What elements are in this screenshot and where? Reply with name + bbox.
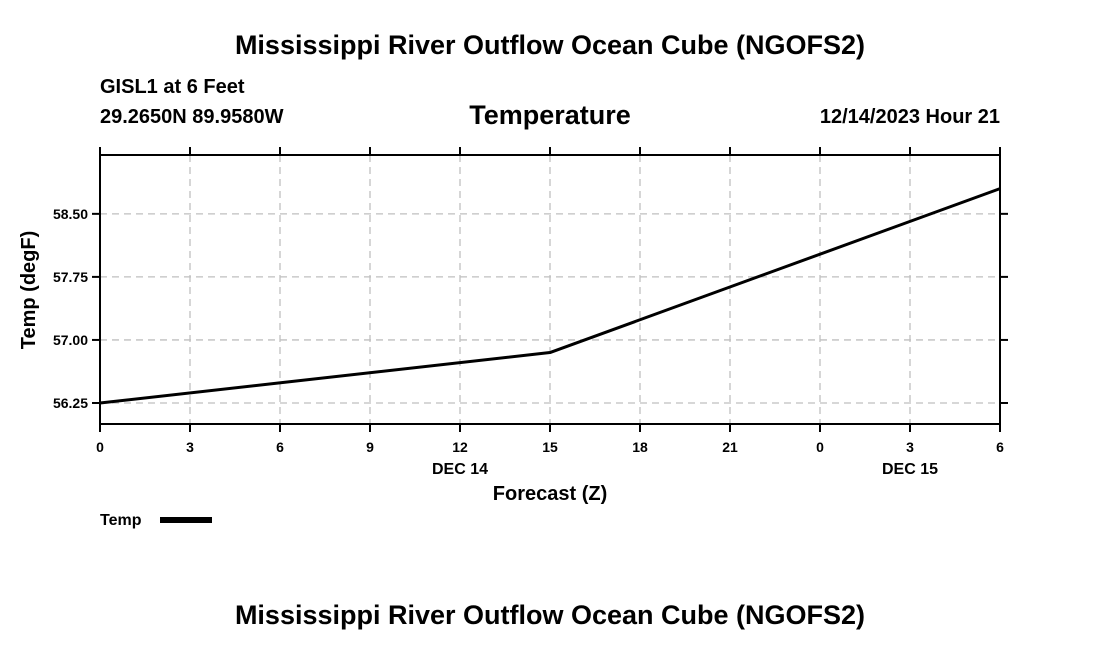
station-label: GISL1 at 6 Feet	[100, 76, 245, 98]
legend-label: Temp	[100, 512, 142, 529]
y-tick-label: 57.75	[53, 269, 88, 285]
x-tick-label: 6	[996, 439, 1004, 455]
y-tick-label: 56.25	[53, 395, 88, 411]
main-title: Mississippi River Outflow Ocean Cube (NG…	[234, 30, 866, 60]
x-tick-label: 21	[722, 439, 738, 455]
legend: Temp	[100, 512, 212, 529]
x-tick-label: 6	[276, 439, 284, 455]
y-tick-label: 57.00	[53, 332, 88, 348]
x-date-label: DEC 14	[432, 461, 488, 478]
x-tick-label: 0	[96, 439, 104, 455]
x-tick-label: 12	[452, 439, 468, 455]
x-tick-label: 18	[632, 439, 648, 455]
x-tick-label: 0	[816, 439, 824, 455]
x-tick-label: 9	[366, 439, 374, 455]
footer-title: Mississippi River Outflow Ocean Cube (NG…	[234, 600, 866, 630]
ticks-layer	[92, 147, 1008, 432]
y-axis-label: Temp (degF)	[18, 231, 40, 350]
x-tick-label: 3	[186, 439, 194, 455]
forecast-timestamp: 12/14/2023 Hour 21	[819, 106, 1000, 128]
x-axis-label: Forecast (Z)	[493, 483, 607, 505]
series-line-temp	[99, 187, 1001, 405]
x-tick-label: 3	[906, 439, 914, 455]
labels-layer: 0 3 6 9 12 15 18 21 0 3 6 DEC 14 DEC 15 56.25 57.00 57.…	[53, 206, 1004, 478]
series-layer	[99, 187, 1001, 405]
x-tick-label: 15	[542, 439, 558, 455]
grid-layer	[100, 155, 1000, 424]
station-coordinates: 29.2650N 89.9580W	[100, 106, 284, 128]
y-tick-label: 58.50	[53, 206, 88, 222]
variable-title: Temperature	[469, 100, 631, 130]
x-date-label: DEC 15	[882, 461, 938, 478]
